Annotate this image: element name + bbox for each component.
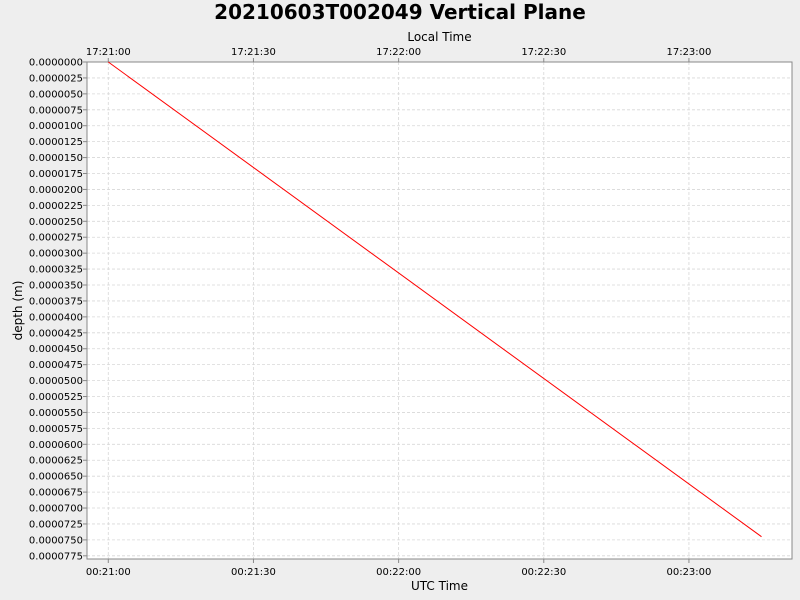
x2-axis-title: Local Time (407, 30, 471, 44)
y-tick-label: 0.0000625 (29, 456, 83, 467)
y-tick-label: 0.0000000 (29, 58, 83, 69)
x-tick-label-local: 17:21:00 (86, 47, 131, 58)
y-tick-label: 0.0000050 (29, 89, 83, 100)
y-tick-label: 0.0000525 (29, 392, 83, 403)
x-tick-label-local: 17:22:00 (376, 47, 421, 58)
plot-area (87, 62, 792, 559)
series-line-0 (108, 61, 762, 538)
y-tick-label: 0.0000550 (29, 408, 83, 419)
x-tick-label-utc: 00:21:00 (86, 567, 131, 578)
y-tick-label: 0.0000225 (29, 201, 83, 212)
x-tick-label-utc: 00:22:30 (521, 567, 566, 578)
y-tick-label: 0.0000725 (29, 519, 83, 530)
y-tick-label: 0.0000350 (29, 281, 83, 292)
y-tick-label: 0.0000025 (29, 73, 83, 84)
y-tick-label: 0.0000275 (29, 233, 83, 244)
y-tick-label: 0.0000475 (29, 360, 83, 371)
y-tick-label: 0.0000150 (29, 153, 83, 164)
x-tick-label-utc: 00:23:00 (666, 567, 711, 578)
y-tick-label: 0.0000675 (29, 488, 83, 499)
y-tick-label: 0.0000400 (29, 312, 83, 323)
y-tick-label: 0.0000700 (29, 504, 83, 515)
y-tick-label: 0.0000425 (29, 328, 83, 339)
x-axis-title: UTC Time (411, 579, 468, 593)
y-tick-label: 0.0000600 (29, 440, 83, 451)
y-tick-label: 0.0000300 (29, 249, 83, 260)
y-tick-label: 0.0000325 (29, 265, 83, 276)
chart-title: 20210603T002049 Vertical Plane (214, 0, 586, 24)
x-tick-label-local: 17:22:30 (521, 47, 566, 58)
y-axis-title: depth (m) (11, 281, 25, 341)
y-tick-label: 0.0000200 (29, 185, 83, 196)
y-tick-label: 0.0000650 (29, 472, 83, 483)
y-tick-label: 0.0000450 (29, 344, 83, 355)
y-tick-label: 0.0000175 (29, 169, 83, 180)
y-tick-label: 0.0000250 (29, 217, 83, 228)
x-tick-label-local: 17:23:00 (666, 47, 711, 58)
y-tick-label: 0.0000125 (29, 137, 83, 148)
y-tick-label: 0.0000100 (29, 121, 83, 132)
x-tick-label-utc: 00:21:30 (231, 567, 276, 578)
y-tick-label: 0.0000375 (29, 296, 83, 307)
y-tick-label: 0.0000775 (29, 551, 83, 562)
y-tick-label: 0.0000750 (29, 535, 83, 546)
x-tick-label-local: 17:21:30 (231, 47, 276, 58)
plot-border (86, 61, 793, 560)
x-tick-label-utc: 00:22:00 (376, 567, 421, 578)
y-tick-label: 0.0000575 (29, 424, 83, 435)
y-tick-label: 0.0000500 (29, 376, 83, 387)
y-tick-label: 0.0000075 (29, 105, 83, 116)
